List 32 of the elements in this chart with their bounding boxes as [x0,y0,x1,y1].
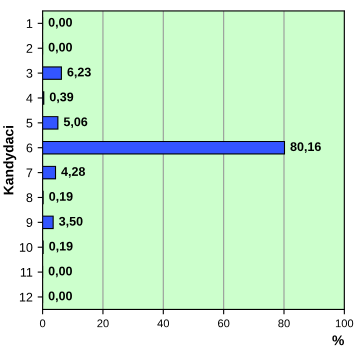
data-label: 0,19 [49,192,73,203]
data-label: 0,00 [48,42,72,54]
data-label: 0,00 [48,291,72,302]
y-tick-label: 10 [20,243,32,252]
data-label: 0,19 [49,242,73,252]
x-tick-label: 60 [218,319,230,328]
y-tick-label: 4 [26,94,33,103]
y-tick-label: 2 [26,44,32,53]
y-tick-label: 12 [20,292,32,302]
y-axis-title: Kandydaci [3,126,16,194]
y-tick-label: 5 [26,118,32,128]
data-label: 6,23 [67,68,91,78]
x-tick-label: 40 [157,319,170,328]
y-tick-label: 1 [26,19,32,28]
data-label: 5,06 [64,117,88,128]
y-tick-label: 3 [26,68,32,78]
x-tick-label: 80 [278,319,290,328]
x-tick-label: 0 [40,319,46,328]
x-tick-label: 100 [336,319,354,328]
y-tick-label: 6 [26,144,32,152]
y-tick-label: 9 [26,218,32,227]
y-tick-label: 11 [20,268,32,277]
data-label: 3,50 [59,216,83,228]
data-label: 80,16 [290,142,321,153]
y-tick-label: 8 [26,193,32,202]
data-label: 0,00 [48,18,72,29]
y-tick-label: 7 [26,168,32,178]
data-label: 0,00 [48,266,72,278]
data-label: 0,39 [50,92,74,104]
x-tick-label: 20 [97,319,109,328]
data-label: 4,28 [61,167,86,178]
x-axis-title: % [332,335,344,346]
